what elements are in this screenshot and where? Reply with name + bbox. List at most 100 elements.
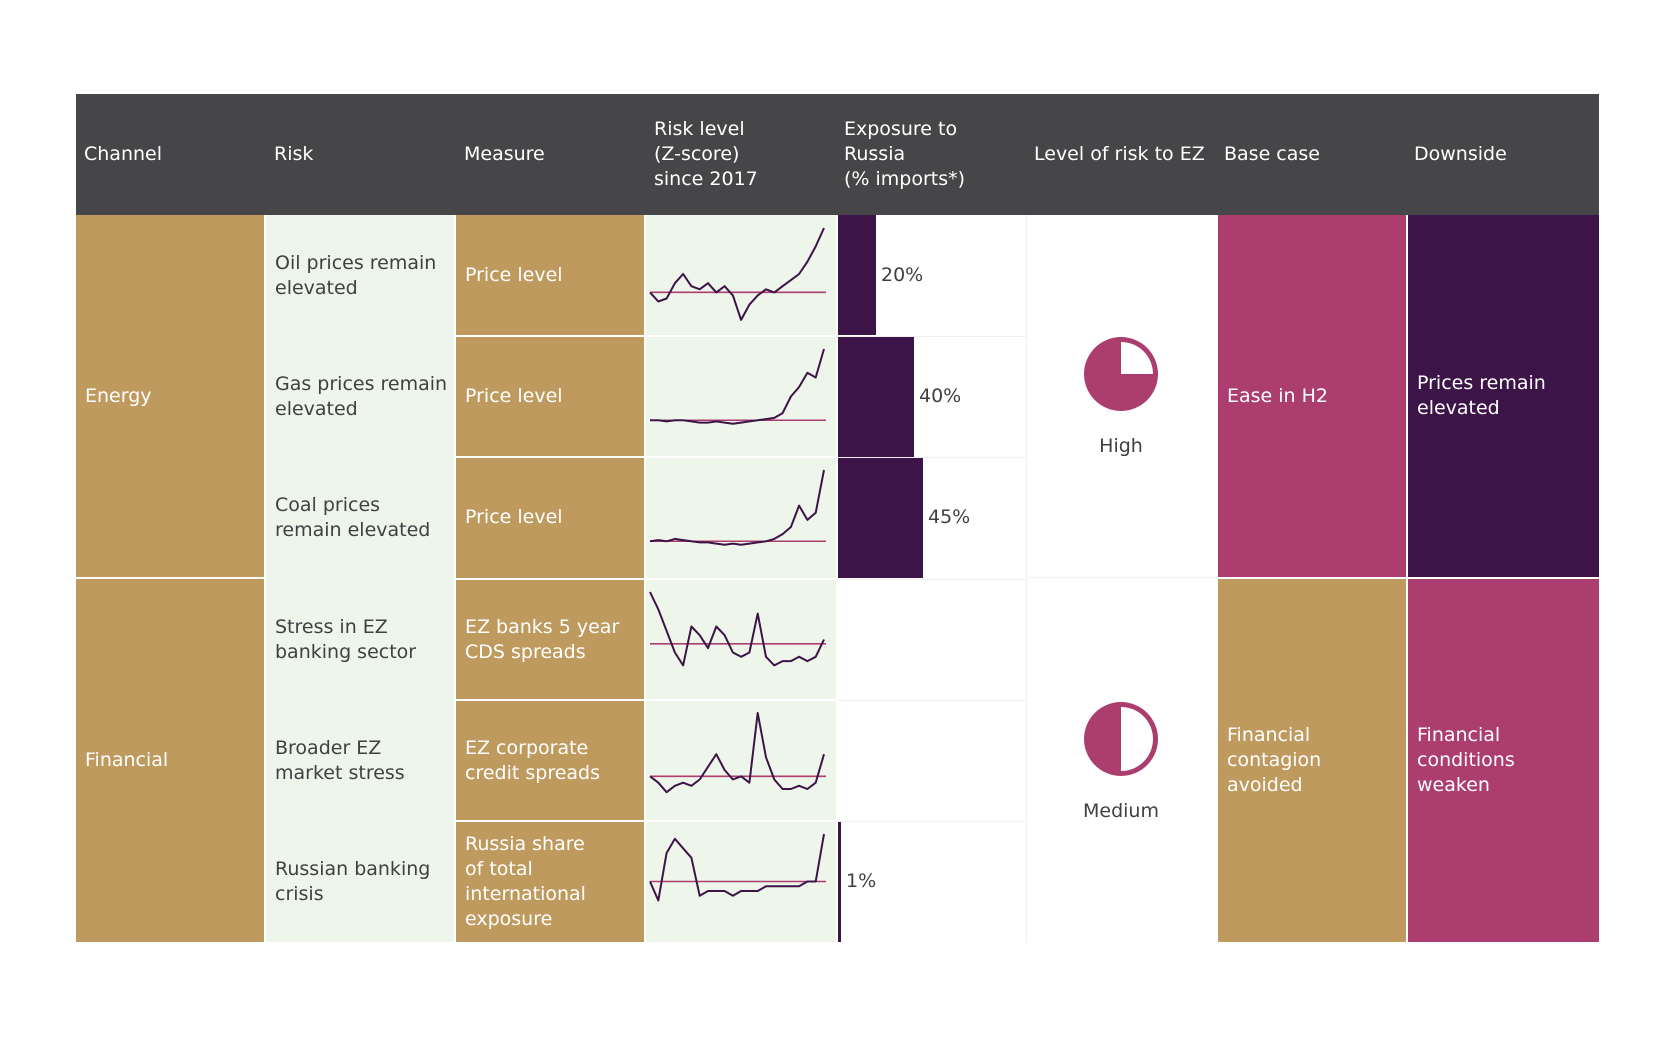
risk-label-line: Russian banking bbox=[275, 857, 431, 880]
exposure-label: 1% bbox=[846, 870, 877, 892]
base-case-financial: Financial contagion avoided bbox=[1218, 579, 1406, 942]
header-exposure: Exposure to Russia (% imports*) bbox=[836, 94, 1026, 215]
base-case-financial-line-2: contagion bbox=[1227, 749, 1322, 771]
measure-label-line: credit spreads bbox=[465, 761, 601, 784]
downside-energy-line-2: elevated bbox=[1417, 397, 1500, 419]
header-risk: Risk bbox=[274, 143, 314, 165]
pie-medium-icon bbox=[1084, 701, 1158, 776]
measure-label-line: EZ corporate bbox=[465, 736, 589, 759]
group-divider bbox=[1218, 577, 1599, 579]
group-divider bbox=[1026, 577, 1216, 578]
measure-label-line: Price level bbox=[465, 264, 563, 286]
measure-cell: EZ banks 5 year CDS spreads bbox=[456, 579, 646, 700]
exposure-label: 20% bbox=[881, 264, 924, 286]
measure-label-line: EZ banks 5 year bbox=[465, 615, 620, 638]
risk-label-line: elevated bbox=[275, 397, 358, 420]
header-downside: Downside bbox=[1414, 143, 1507, 165]
header-risk-level-line-3: since 2017 bbox=[654, 168, 758, 190]
channel-energy: Energy bbox=[76, 215, 264, 577]
risk-cell: Gas prices remain elevated bbox=[266, 336, 456, 457]
row-divider bbox=[646, 335, 836, 337]
downside-financial-line-1: Financial bbox=[1417, 724, 1501, 746]
sparkline-series bbox=[649, 469, 825, 546]
channel-energy-label: Energy bbox=[85, 384, 152, 407]
table-header: Channel Risk Measure Risk level (Z-score… bbox=[76, 94, 1599, 215]
risk-level-financial-label: Medium bbox=[1083, 799, 1159, 822]
channel-financial: Financial bbox=[76, 579, 264, 942]
row-divider bbox=[646, 699, 836, 701]
row-divider bbox=[456, 335, 646, 337]
risk-label-line: market stress bbox=[275, 761, 405, 784]
header-level-of-risk: Level of risk to EZ bbox=[1034, 143, 1205, 165]
risk-level-sparkline bbox=[649, 712, 826, 794]
risk-column-bg bbox=[266, 215, 456, 942]
risk-level-sparkline bbox=[650, 348, 826, 425]
risk-cell: Russian banking crisis bbox=[266, 821, 456, 942]
row-divider bbox=[456, 456, 646, 458]
risk-matrix-table: Channel Risk Measure Risk level (Z-score… bbox=[76, 94, 1599, 942]
header-measure: Measure bbox=[464, 143, 545, 165]
risk-label-line: remain elevated bbox=[275, 518, 431, 541]
downside-energy: Prices remain elevated bbox=[1408, 215, 1599, 577]
row-divider bbox=[836, 700, 1026, 701]
measure-label-line: CDS spreads bbox=[465, 640, 586, 663]
sparkline-series bbox=[650, 348, 825, 425]
group-divider bbox=[646, 578, 836, 580]
row-divider bbox=[646, 456, 836, 458]
risk-label-line: Stress in EZ bbox=[275, 615, 388, 638]
exposure-bar bbox=[838, 458, 923, 578]
sparkline-series bbox=[649, 227, 825, 321]
header-exposure-line-2: Russia bbox=[844, 143, 906, 165]
risk-level-energy-label: High bbox=[1099, 435, 1143, 457]
risk-cell: Coal prices remain elevated bbox=[266, 457, 456, 578]
sparkline-series bbox=[649, 833, 825, 902]
measure-label-line: Russia share bbox=[465, 832, 585, 855]
risk-level-sparkline bbox=[649, 591, 826, 667]
measure-label-line: international bbox=[465, 882, 586, 905]
measure-cell: Russia share of total international exposur… bbox=[456, 821, 646, 942]
base-case-financial-line-3: avoided bbox=[1227, 774, 1303, 796]
measure-label-line: Price level bbox=[465, 385, 563, 407]
downside-financial-line-3: weaken bbox=[1417, 774, 1490, 796]
row-divider bbox=[836, 821, 1026, 822]
group-divider bbox=[456, 578, 646, 580]
risk-level-sparkline bbox=[649, 227, 826, 321]
risk-label-line: banking sector bbox=[275, 640, 417, 663]
exposure-bar bbox=[838, 337, 914, 457]
header-risk-level-line-1: Risk level bbox=[654, 118, 745, 140]
header-exposure-line-1: Exposure to bbox=[844, 118, 958, 140]
base-case-energy-label: Ease in H2 bbox=[1227, 384, 1329, 407]
row-divider bbox=[456, 699, 646, 701]
channel-financial-label: Financial bbox=[85, 749, 169, 771]
group-divider bbox=[76, 577, 264, 579]
column-divider bbox=[454, 215, 456, 942]
risk-level-sparkline bbox=[649, 469, 826, 546]
base-case-energy: Ease in H2 bbox=[1218, 215, 1406, 577]
risk-cell: Stress in EZ banking sector bbox=[266, 579, 456, 700]
base-case-financial-line-1: Financial bbox=[1227, 724, 1311, 746]
measure-cell: Price level bbox=[456, 215, 646, 336]
risk-level-energy: High bbox=[1026, 215, 1216, 577]
group-divider bbox=[836, 579, 1026, 580]
risk-label-line: elevated bbox=[275, 276, 358, 299]
column-divider bbox=[1026, 215, 1027, 942]
row-divider bbox=[456, 820, 646, 822]
exposure-label: 40% bbox=[919, 385, 962, 407]
sparkline-series bbox=[649, 712, 825, 794]
risk-level-financial: Medium bbox=[1026, 579, 1216, 942]
header-base-case: Base case bbox=[1224, 143, 1320, 165]
header-risk-level-line-2: (Z-score) bbox=[654, 143, 740, 165]
measure-label-line: of total bbox=[465, 857, 533, 880]
row-divider bbox=[646, 820, 836, 822]
header-exposure-line-3: (% imports*) bbox=[844, 168, 966, 190]
risk-label-line: Broader EZ bbox=[275, 736, 382, 759]
header-risk-level: Risk level (Z-score) since 2017 bbox=[646, 94, 836, 215]
downside-energy-line-1: Prices remain bbox=[1417, 372, 1546, 394]
column-divider bbox=[264, 215, 266, 942]
exposure-label: 45% bbox=[928, 506, 971, 528]
row-divider bbox=[836, 457, 1026, 458]
downside-financial: Financial conditions weaken bbox=[1408, 579, 1599, 942]
risk-level-sparkline bbox=[649, 833, 826, 902]
column-divider bbox=[1216, 215, 1218, 942]
risk-label-line: crisis bbox=[275, 882, 324, 905]
